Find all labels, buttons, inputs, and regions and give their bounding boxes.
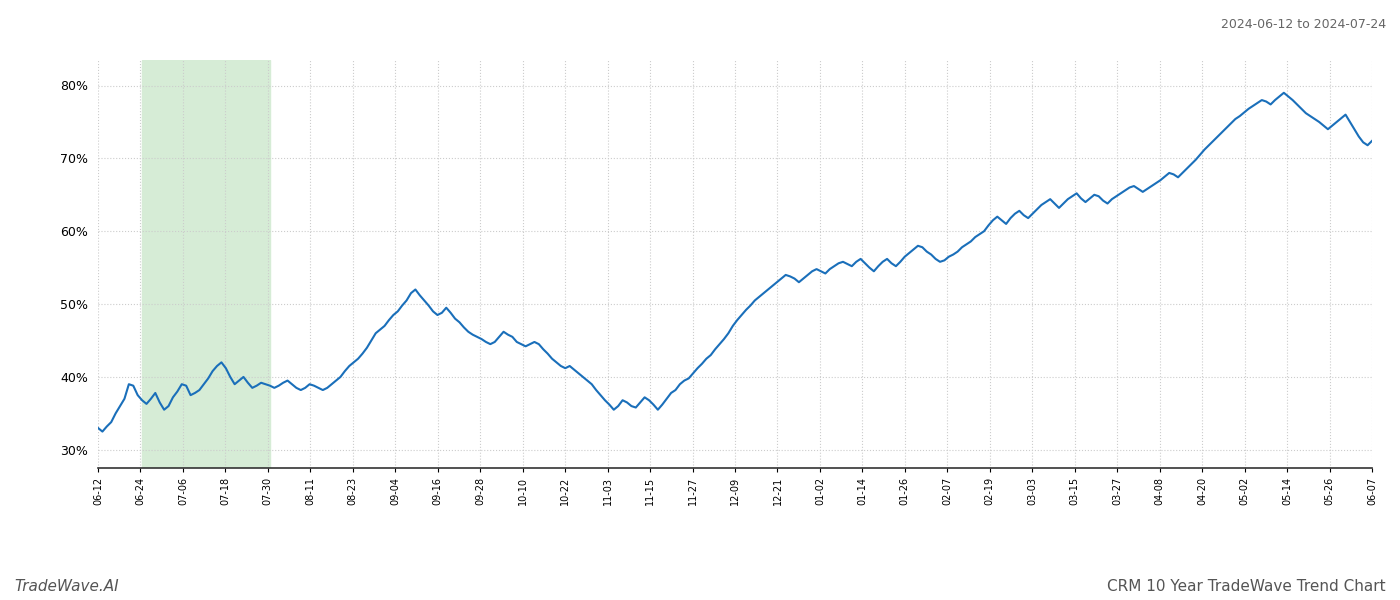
Text: CRM 10 Year TradeWave Trend Chart: CRM 10 Year TradeWave Trend Chart (1107, 579, 1386, 594)
Bar (141, 60, 270, 468)
Text: 2024-06-12 to 2024-07-24: 2024-06-12 to 2024-07-24 (1221, 18, 1386, 31)
Text: TradeWave.AI: TradeWave.AI (14, 579, 119, 594)
